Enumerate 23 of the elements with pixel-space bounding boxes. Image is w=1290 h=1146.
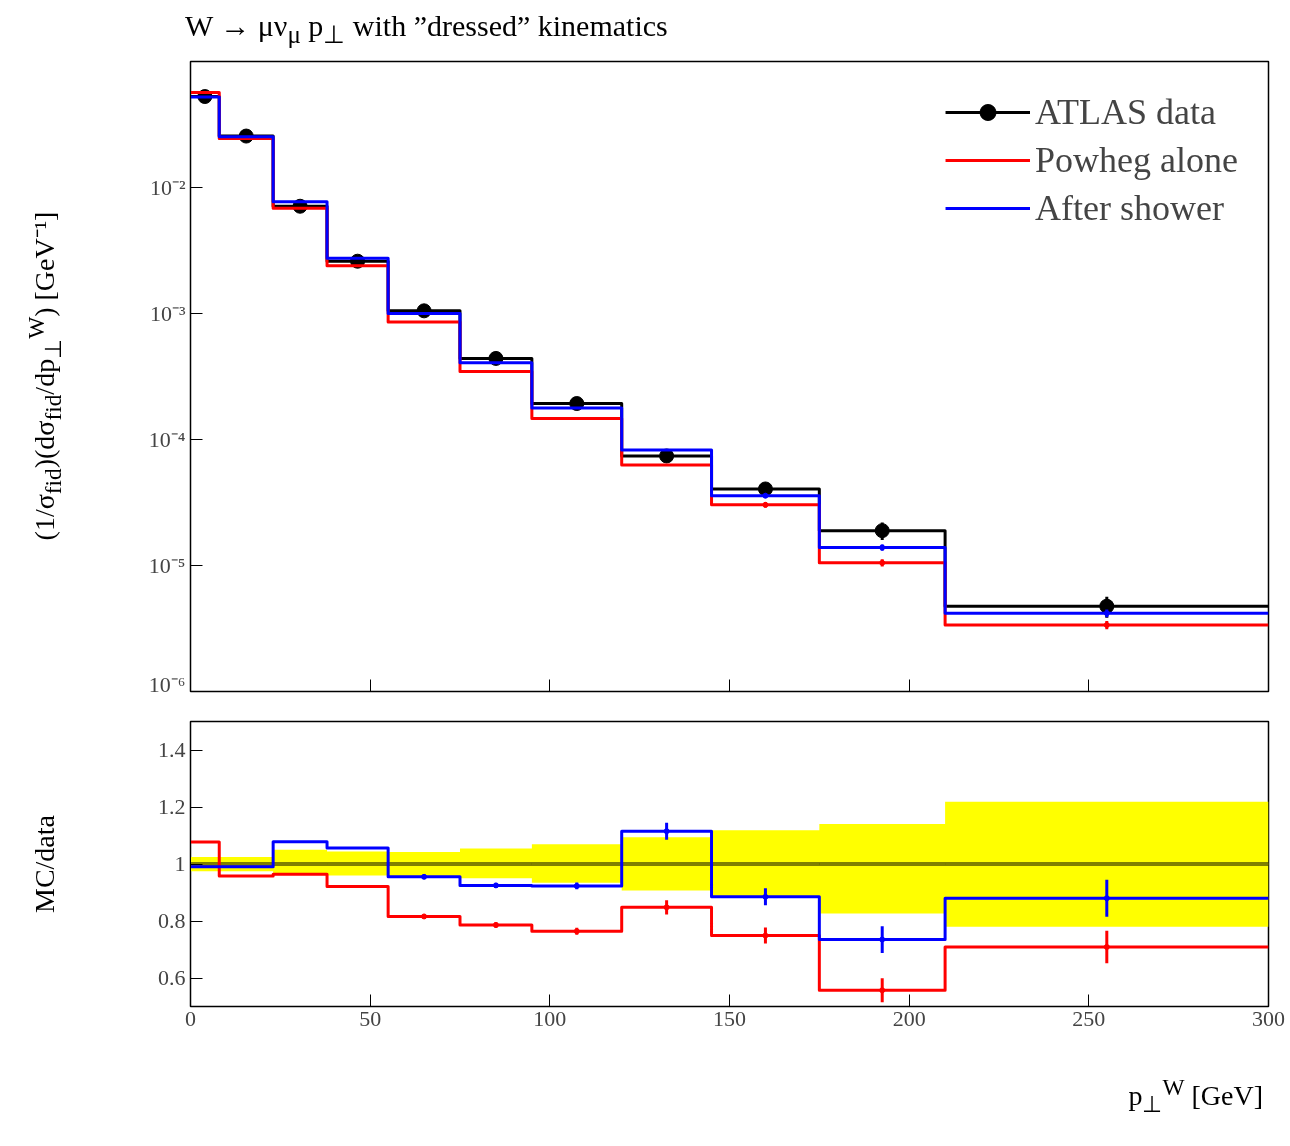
y-tick-label: 1.4 <box>158 737 186 762</box>
y-tick-label: 10⁻⁵ <box>148 553 186 578</box>
y-tick-label: 0.6 <box>158 965 186 990</box>
x-tick-label: 50 <box>359 1005 382 1031</box>
y-tick-label: 1.2 <box>158 794 186 819</box>
y-tick-label: 10⁻³ <box>149 301 186 326</box>
chart-title: W → μν$_{μ}$ p$_{⊥}$ with ”dressed” kinematics <box>185 8 669 50</box>
y-tick-label: 10⁻⁶ <box>148 671 186 697</box>
y-axis-title: MC/data <box>28 814 61 913</box>
legend-label: After shower <box>1035 187 1224 229</box>
x-tick-label: 200 <box>892 1005 926 1031</box>
legend-label: ATLAS data <box>1035 91 1216 133</box>
x-tick-label: 0 <box>185 1005 196 1031</box>
y-tick-label: 10⁻⁴ <box>148 427 186 452</box>
y-tick-label: 10⁻² <box>149 175 186 200</box>
x-tick-label: 150 <box>713 1005 746 1031</box>
y-tick-label: 1 <box>174 851 186 876</box>
x-axis-title: p$_{⊥}$$^{W}$ [GeV] <box>1127 1073 1263 1119</box>
x-tick-label: 300 <box>1252 1005 1285 1031</box>
y-tick-label: 0.8 <box>158 908 186 933</box>
legend-label: Powheg alone <box>1035 139 1238 181</box>
x-tick-label: 250 <box>1072 1005 1106 1031</box>
x-tick-label: 100 <box>533 1005 567 1031</box>
